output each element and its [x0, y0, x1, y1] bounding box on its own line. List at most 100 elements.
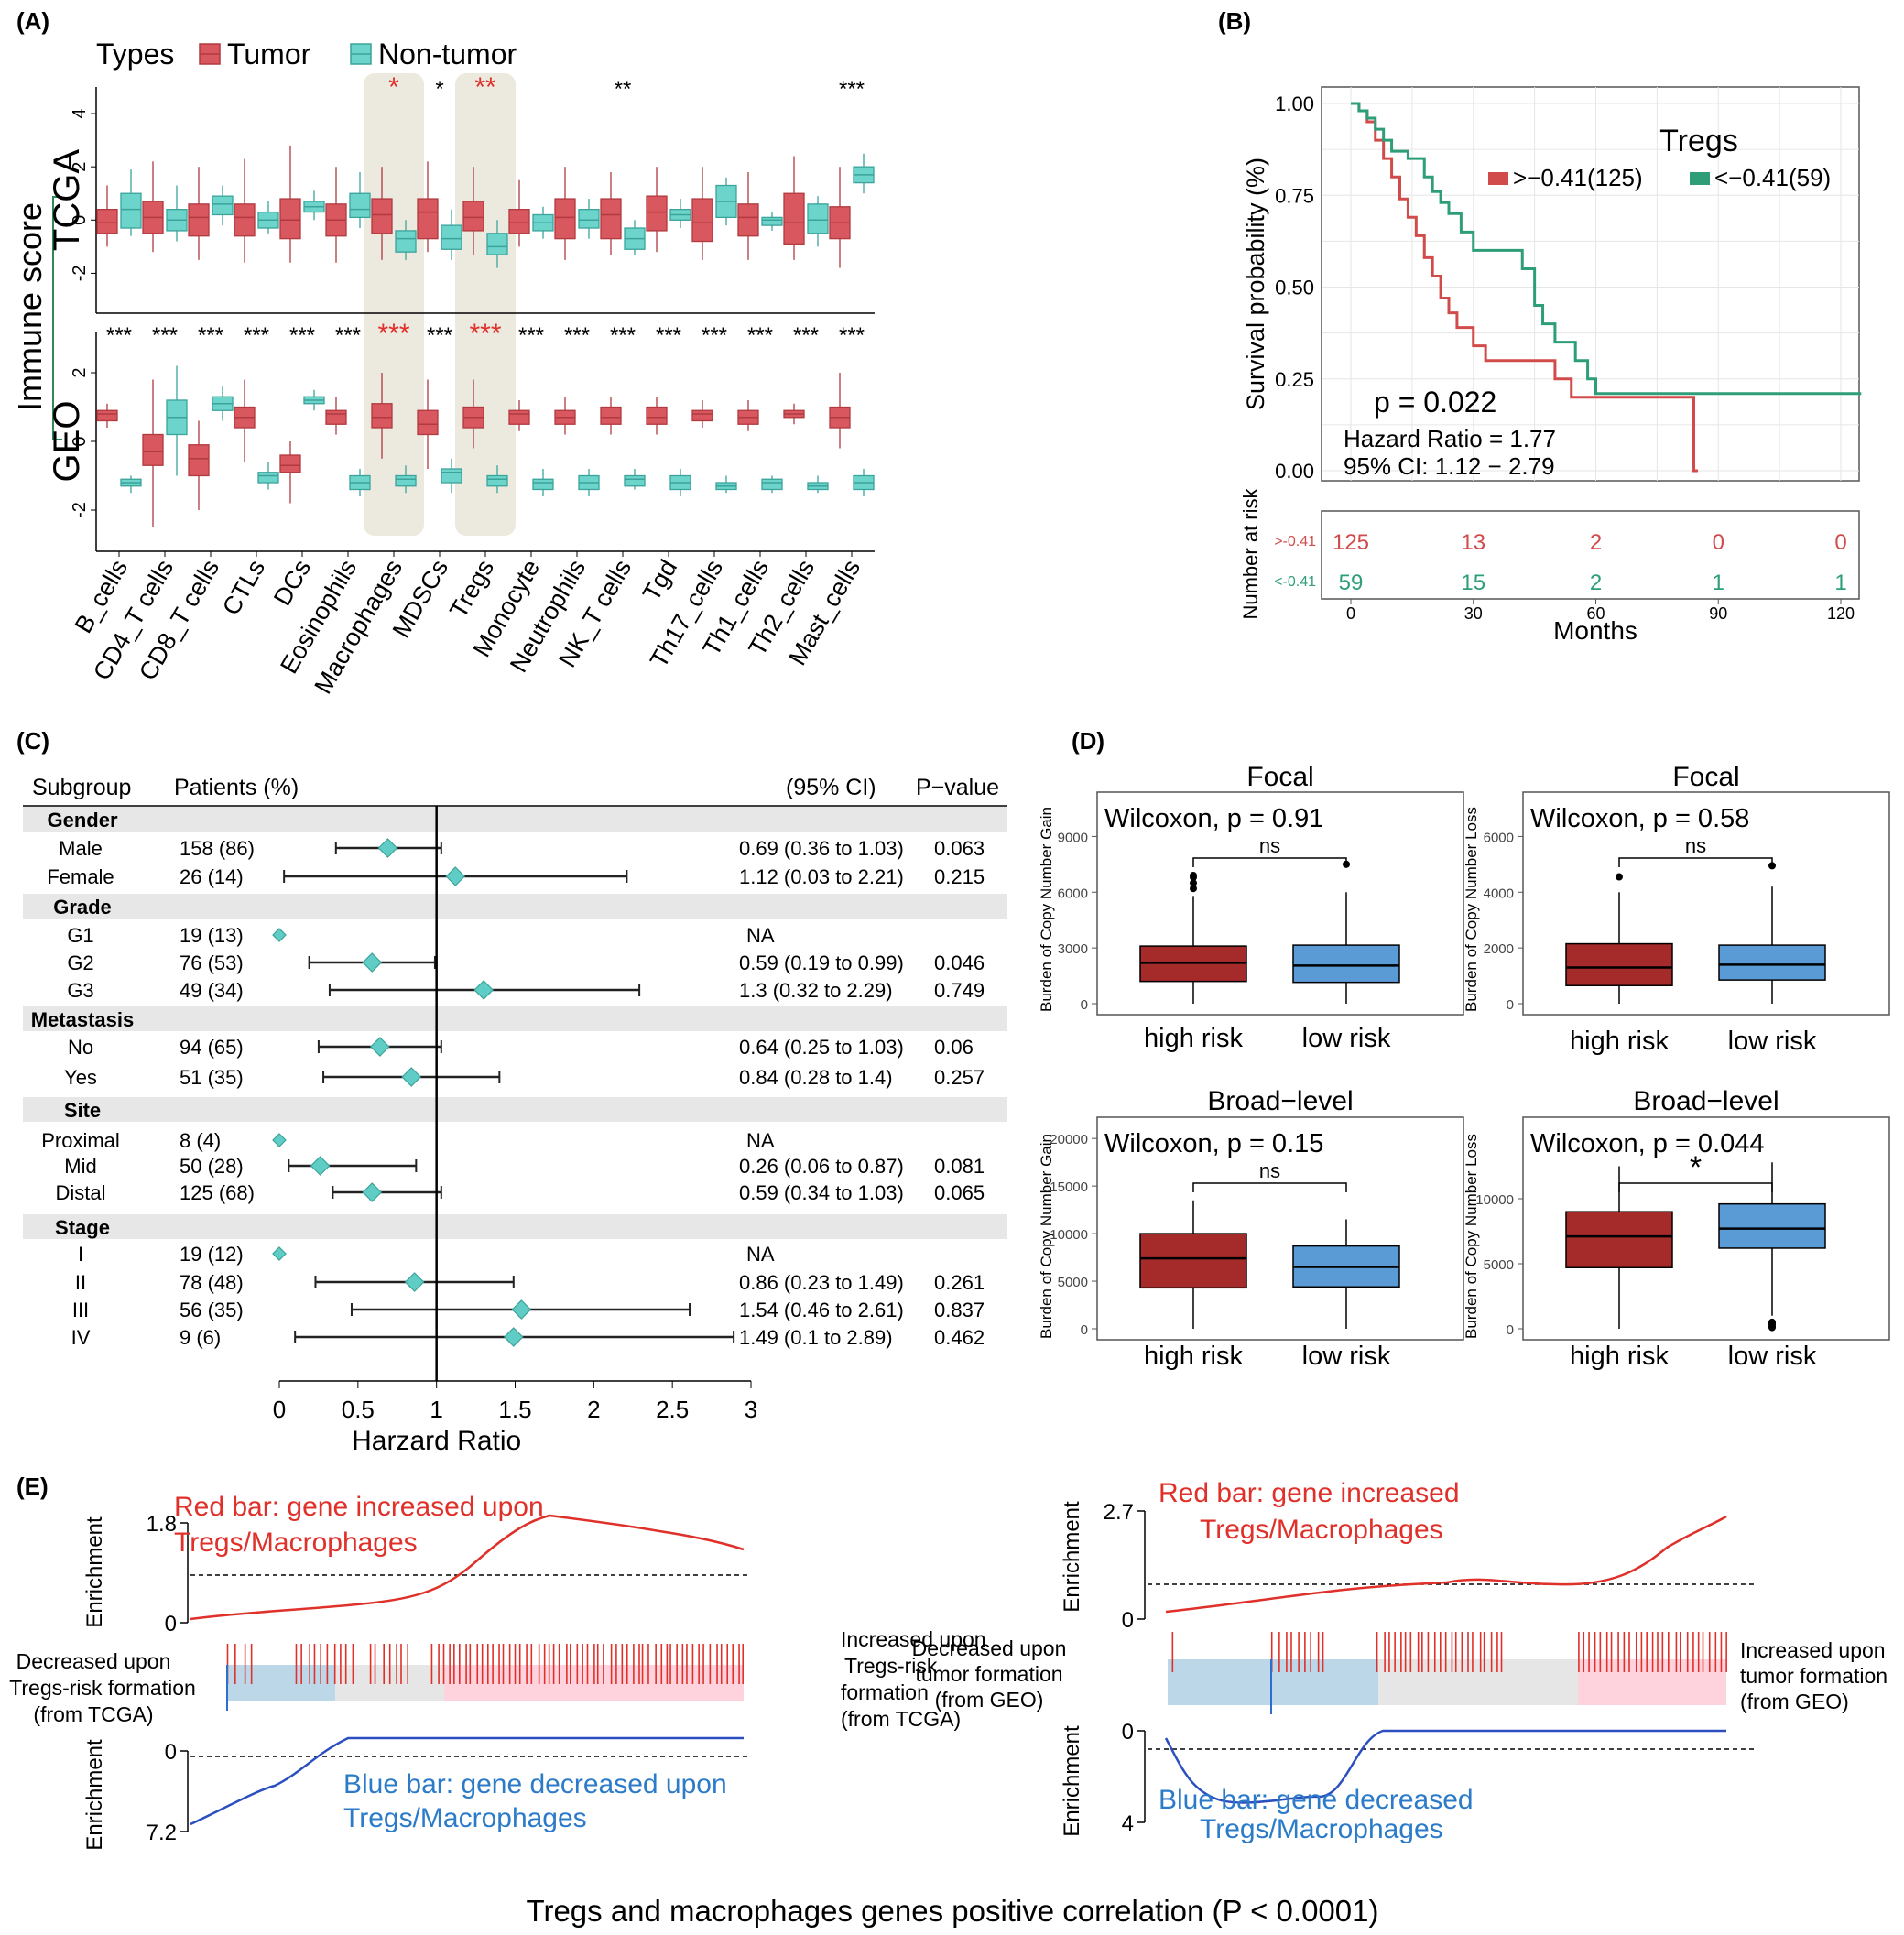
row-ci: NA	[746, 924, 775, 947]
plot-title: Broad−level	[1207, 1086, 1353, 1116]
row-patients: 78 (48)	[180, 1271, 244, 1294]
y-tick-label: 2	[70, 162, 90, 172]
row-patients: 50 (28)	[180, 1155, 244, 1178]
risk-value: 0	[1713, 530, 1724, 555]
row-ci: 1.12 (0.03 to 2.21)	[739, 865, 904, 888]
right-annotation: Tregs-risk	[844, 1654, 938, 1678]
row-label: II	[75, 1271, 86, 1294]
y-tick-label: 7.2	[147, 1821, 177, 1845]
x-tick-label: 0	[1346, 604, 1355, 623]
significance-label: ***	[244, 323, 269, 348]
hr-point	[401, 1067, 422, 1087]
enrichment-label: Enrichment	[82, 1739, 107, 1851]
enrichment-label: Enrichment	[1060, 1725, 1084, 1837]
risk-value: 13	[1461, 530, 1485, 555]
box-nontumor	[532, 478, 554, 491]
row-ci: 0.59 (0.19 to 0.99)	[739, 951, 904, 974]
row-ci: NA	[746, 1129, 775, 1152]
hr-point	[503, 1327, 524, 1347]
facet-bracket	[52, 196, 62, 440]
group-band	[23, 1214, 1007, 1239]
left-annotation: tumor formation	[915, 1662, 1062, 1686]
box-tumor	[737, 203, 759, 237]
significance-label: ***	[469, 319, 501, 349]
row-label: Yes	[64, 1066, 97, 1089]
outlier-point	[1616, 873, 1623, 881]
y-tick-label: 0	[1507, 997, 1514, 1013]
outlier-point	[1190, 885, 1197, 893]
row-p: 0.06	[934, 1036, 974, 1059]
y-axis-label: Survival probability (%)	[1242, 158, 1269, 410]
y-tick-label: -2	[70, 266, 90, 282]
x-tick-label: 3	[745, 1396, 757, 1423]
legend-swatch	[1488, 172, 1508, 185]
row-patients: 56 (35)	[180, 1299, 244, 1321]
x-tick-label: 1	[430, 1396, 442, 1423]
row-patients: 125 (68)	[180, 1181, 255, 1204]
rank-band	[1168, 1659, 1378, 1705]
row-ci: 0.86 (0.23 to 1.49)	[739, 1271, 904, 1294]
header-subgroup: Subgroup	[32, 775, 131, 800]
panel-b: 0.00 0.25 0.50 0.75 1.00 Survival probability…	[1239, 86, 1862, 645]
group-label: Site	[64, 1099, 101, 1122]
group-label: Stage	[55, 1216, 110, 1239]
x-axis-label: Harzard Ratio	[352, 1426, 521, 1456]
row-label: No	[68, 1036, 93, 1059]
row-ci: NA	[746, 1243, 775, 1266]
box-nontumor	[257, 472, 279, 484]
facet-label: TCGA	[47, 149, 87, 251]
y-tick-label: 0	[70, 215, 90, 225]
group-label: Grade	[53, 896, 112, 919]
box-nontumor	[395, 474, 417, 487]
box-tumor	[646, 406, 668, 425]
y-tick-label: 2	[70, 367, 90, 377]
row-ci: 0.84 (0.28 to 1.4)	[739, 1066, 893, 1089]
stat-label: Wilcoxon, p = 0.91	[1104, 804, 1323, 833]
box-tumor	[96, 409, 118, 422]
x-tick-label: 90	[1709, 604, 1727, 623]
blue-enrichment-curve	[190, 1736, 744, 1826]
row-ci: 1.54 (0.46 to 2.61)	[739, 1299, 904, 1321]
row-patients: 8 (4)	[180, 1129, 221, 1152]
significance-label: ***	[747, 323, 773, 348]
row-patients: 19 (12)	[180, 1243, 244, 1266]
row-label: Proximal	[41, 1129, 120, 1152]
red-annotation: Red bar: gene increased	[1159, 1478, 1460, 1508]
group-band	[23, 894, 1007, 919]
box-low-risk	[1718, 944, 1826, 981]
row-ci: 0.64 (0.25 to 1.03)	[739, 1036, 904, 1059]
legend-label: >−0.41(125)	[1513, 164, 1643, 191]
y-tick-label: 15000	[1050, 1179, 1088, 1195]
y-tick-label: 0	[165, 1612, 177, 1636]
row-patients: 51 (35)	[180, 1066, 244, 1089]
x-tick-label: 30	[1464, 604, 1483, 623]
highlight-column-tregs	[455, 73, 516, 536]
legend-title: Tregs	[1659, 124, 1738, 158]
group-band	[23, 1097, 1007, 1122]
box-tumor	[417, 198, 439, 240]
row-patients: 49 (34)	[180, 979, 244, 1002]
box-nontumor	[441, 468, 462, 484]
enrichment-label: Enrichment	[1060, 1501, 1084, 1613]
row-label: G1	[67, 924, 93, 947]
x-tick-label: 2	[587, 1396, 600, 1423]
risk-value: 1	[1713, 571, 1724, 595]
box-nontumor	[395, 230, 417, 253]
legend-title: Types	[96, 38, 174, 71]
hr-point	[377, 838, 398, 858]
y-tick-label: 0	[1507, 1322, 1514, 1338]
right-annotation: formation	[841, 1680, 929, 1704]
box-nontumor	[578, 209, 600, 229]
box-tumor	[508, 209, 530, 234]
panel-b-label: (B)	[1218, 7, 1251, 35]
row-label: IV	[71, 1326, 91, 1349]
hr-point	[362, 1182, 383, 1202]
significance-label: ***	[839, 77, 865, 102]
sig-label: ns	[1259, 834, 1280, 857]
outlier-point	[1190, 872, 1197, 880]
header-p: P−value	[916, 775, 999, 800]
box-nontumor	[120, 192, 142, 229]
y-tick-label: 0.75	[1275, 184, 1314, 207]
significance-label: **	[615, 77, 632, 102]
x-tick-label: high risk	[1144, 1342, 1243, 1371]
